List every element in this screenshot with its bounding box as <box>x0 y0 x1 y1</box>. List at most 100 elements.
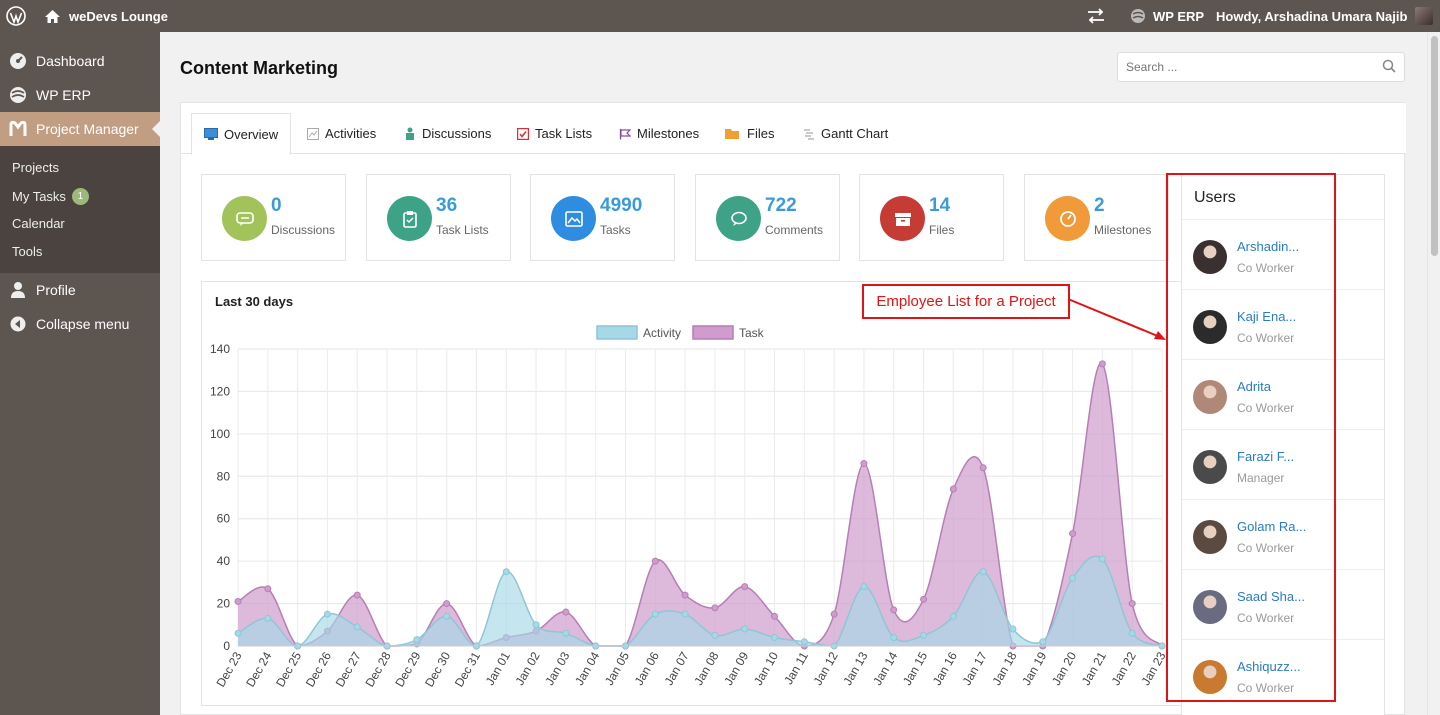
sidebar-item-project-manager[interactable]: Project Manager <box>0 112 160 146</box>
x-tick-label: Dec 31 <box>452 649 483 689</box>
legend-label: Task <box>739 326 765 340</box>
stat-card-tasks[interactable]: 4990 Tasks <box>530 174 675 261</box>
submenu-my-tasks[interactable]: My Tasks 1 <box>12 188 89 205</box>
user-avatar[interactable] <box>1193 310 1227 344</box>
search-input[interactable] <box>1118 53 1358 81</box>
admin-bar: weDevs Lounge WP ERP Howdy, Arshadina Um… <box>0 0 1440 32</box>
account-avatar <box>1415 7 1434 25</box>
search-icon[interactable] <box>1382 59 1396 78</box>
user-list-item[interactable]: Arshadin... Co Worker <box>1182 219 1384 289</box>
data-point-task <box>949 485 957 493</box>
stat-card-task-lists[interactable]: 36 Task Lists <box>366 174 511 261</box>
user-avatar[interactable] <box>1193 450 1227 484</box>
tab-label: Discussions <box>422 126 492 141</box>
project-tabs: Overview Activities Discussions Task Lis… <box>181 103 1406 155</box>
x-tick-label: Dec 27 <box>333 649 364 689</box>
data-point-activity <box>771 634 779 642</box>
activities-icon <box>307 127 319 140</box>
tab-overview[interactable]: Overview <box>191 113 292 155</box>
x-tick-label: Dec 24 <box>243 649 274 689</box>
x-tick-label: Jan 01 <box>483 649 513 687</box>
site-name-link[interactable]: weDevs Lounge <box>44 0 168 32</box>
sidebar-item-collapse-menu[interactable]: Collapse menu <box>0 307 160 341</box>
comment-icon <box>716 196 761 241</box>
user-list-item[interactable]: Farazi F... Manager <box>1182 429 1384 499</box>
user-list-item[interactable]: Saad Sha... Co Worker <box>1182 569 1384 639</box>
page-scrollbar[interactable] <box>1427 32 1440 715</box>
wp-erp-link[interactable]: WP ERP <box>1130 0 1204 32</box>
tab-files[interactable]: Files <box>713 113 786 154</box>
x-tick-label: Jan 11 <box>781 649 811 687</box>
tab-label: Gantt Chart <box>821 126 889 141</box>
x-tick-label: Jan 22 <box>1109 649 1139 687</box>
data-point-activity <box>651 610 659 618</box>
project-manager-submenu: Projects My Tasks 1 Calendar Tools <box>0 146 160 273</box>
user-list-item[interactable]: Ashiquzz... Co Worker <box>1182 639 1384 709</box>
user-role: Co Worker <box>1237 401 1295 415</box>
sidebar-item-label: WP ERP <box>36 87 91 103</box>
gantt-chart-icon <box>804 128 814 140</box>
project-overview-panel: Overview Activities Discussions Task Lis… <box>180 102 1406 715</box>
sidebar-item-profile[interactable]: Profile <box>0 273 160 307</box>
user-name-link[interactable]: Saad Sha... <box>1237 589 1305 604</box>
stat-card-milestones[interactable]: 2 Milestones <box>1024 174 1169 261</box>
tab-activities[interactable]: Activities <box>295 113 388 154</box>
user-name-link[interactable]: Farazi F... <box>1237 449 1295 464</box>
sidebar-item-wp-erp[interactable]: WP ERP <box>0 78 160 112</box>
stat-label: Discussions <box>271 223 336 237</box>
stat-card-discussions[interactable]: 0 Discussions <box>201 174 346 261</box>
page-title: Content Marketing <box>180 58 339 78</box>
user-name-link[interactable]: Golam Ra... <box>1237 519 1307 534</box>
x-tick-label: Jan 19 <box>1019 649 1049 687</box>
sidebar-item-dashboard[interactable]: Dashboard <box>0 44 160 78</box>
sidebar-item-label: Collapse menu <box>36 316 130 332</box>
user-name-link[interactable]: Adrita <box>1237 379 1271 394</box>
data-point-activity <box>1069 574 1077 582</box>
stat-card-files[interactable]: 14 Files <box>859 174 1004 261</box>
tab-milestones[interactable]: Milestones <box>607 113 711 154</box>
sync-icon[interactable] <box>1086 0 1106 32</box>
x-tick-label: Jan 20 <box>1049 649 1079 687</box>
search-box[interactable] <box>1117 52 1405 82</box>
data-point-activity <box>800 638 808 646</box>
account-menu[interactable]: Howdy, Arshadina Umara Najib <box>1216 0 1434 32</box>
sidebar-item-label: Project Manager <box>36 121 139 137</box>
user-name-link[interactable]: Arshadin... <box>1237 239 1300 254</box>
submenu-calendar[interactable]: Calendar <box>12 216 65 231</box>
user-name-link[interactable]: Kaji Ena... <box>1237 309 1297 324</box>
user-avatar[interactable] <box>1193 240 1227 274</box>
collapse-icon <box>10 316 26 332</box>
data-point-activity <box>323 610 331 618</box>
tab-discussions[interactable]: Discussions <box>392 113 503 154</box>
submenu-projects[interactable]: Projects <box>12 160 59 175</box>
chart-title: Last 30 days <box>215 294 294 309</box>
y-tick-label: 140 <box>210 342 230 356</box>
howdy-text: Howdy, Arshadina Umara Najib <box>1216 8 1408 24</box>
user-avatar[interactable] <box>1193 590 1227 624</box>
data-point-activity <box>234 629 242 637</box>
user-name-link[interactable]: Ashiquzz... <box>1237 659 1301 674</box>
user-role: Co Worker <box>1237 611 1295 625</box>
stat-value: 14 <box>929 195 951 216</box>
wordpress-logo-icon[interactable] <box>6 0 26 32</box>
tab-label: Activities <box>325 126 377 141</box>
user-list-item[interactable]: Golam Ra... Co Worker <box>1182 499 1384 569</box>
dashboard-icon <box>10 53 26 69</box>
user-list-item[interactable]: Adrita Co Worker <box>1182 359 1384 429</box>
tab-task-lists[interactable]: Task Lists <box>505 113 604 154</box>
tab-gantt-chart[interactable]: Gantt Chart <box>791 113 900 154</box>
user-list-item[interactable]: Kaji Ena... Co Worker <box>1182 289 1384 359</box>
user-avatar[interactable] <box>1193 380 1227 414</box>
stat-card-comments[interactable]: 722 Comments <box>695 174 840 261</box>
discussion-icon <box>222 196 267 241</box>
submenu-tools[interactable]: Tools <box>12 244 42 259</box>
data-point-task <box>651 557 659 565</box>
user-avatar[interactable] <box>1193 660 1227 694</box>
x-tick-label: Jan 18 <box>989 649 1019 687</box>
my-tasks-count-badge: 1 <box>71 188 89 205</box>
scrollbar-thumb[interactable] <box>1431 36 1438 256</box>
user-avatar[interactable] <box>1193 520 1227 554</box>
x-tick-label: Dec 25 <box>273 649 304 689</box>
tab-label: Overview <box>224 126 279 142</box>
